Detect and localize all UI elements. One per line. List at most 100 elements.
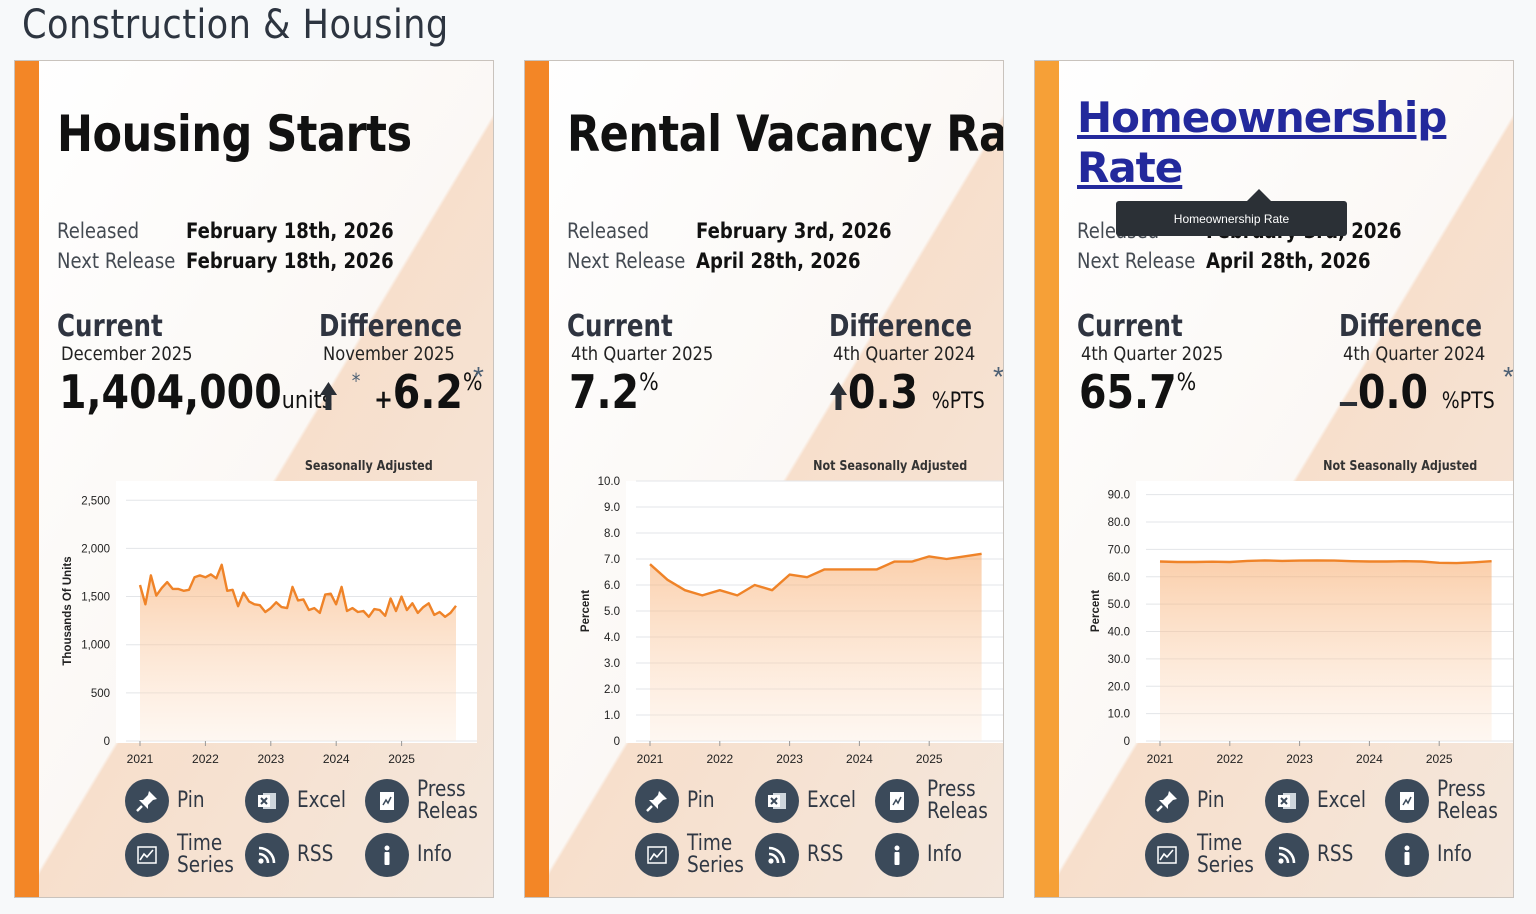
difference-value: 0.3 %PTS (829, 365, 985, 419)
y-tick-label: 5.0 (604, 606, 620, 618)
pin-button[interactable]: Pin (635, 779, 720, 823)
press-release-label-line: Releas (417, 799, 478, 824)
title-tooltip: Homeownership Rate (1116, 189, 1347, 236)
press-release-button[interactable]: Press Releas (875, 779, 999, 823)
excel-label-line: Excel (807, 788, 856, 813)
info-label-line: Info (417, 842, 452, 867)
y-tick-label: 3.0 (604, 658, 620, 670)
released-row: Released February 3rd, 2026 (567, 219, 892, 243)
press-release-icon (1385, 779, 1429, 823)
y-tick-label: 7.0 (604, 554, 620, 566)
arrow-up-icon (319, 382, 338, 410)
card-title[interactable]: Housing Starts (57, 105, 412, 163)
y-tick-label: 50.0 (1108, 599, 1130, 611)
difference-unit: % (462, 368, 483, 396)
x-tick-label: 2025 (1426, 752, 1453, 766)
time-series-button[interactable]: Time Series (125, 833, 245, 877)
footnote-star[interactable]: * (993, 361, 1004, 392)
card-title[interactable]: Rental Vacancy Rate (567, 105, 1004, 163)
time-series-button[interactable]: Time Series (1145, 833, 1265, 877)
y-tick-label: 500 (91, 688, 110, 700)
excel-button[interactable]: Excel (1265, 779, 1375, 823)
info-button[interactable]: Info (875, 833, 969, 877)
series-line (1159, 559, 1492, 565)
current-heading: Current (57, 309, 163, 344)
pin-button[interactable]: Pin (1145, 779, 1230, 823)
adjustment-label: Not Seasonally Adjusted (812, 459, 967, 474)
excel-button[interactable]: Excel (245, 779, 355, 823)
x-tick-label: 2025 (388, 752, 415, 766)
time-series-label-line: Time (1197, 831, 1243, 856)
press-release-icon (365, 779, 409, 823)
info-button[interactable]: Info (365, 833, 459, 877)
card-actions: Pin Excel Press Releas Time Series RSS Info (125, 779, 493, 897)
time-series-label-line: Time (177, 831, 223, 856)
pin-label: Pin (687, 790, 715, 812)
card-actions: Pin Excel Press Releas Time Series RSS Info (1145, 779, 1513, 897)
card-title-link[interactable]: Homeownership Rate (1077, 93, 1447, 192)
time-series-button[interactable]: Time Series (635, 833, 755, 877)
current-heading: Current (1077, 309, 1183, 344)
y-tick-label: 0 (104, 736, 110, 748)
next-release-row: Next Release February 18th, 2026 (57, 249, 394, 273)
current-heading: Current (567, 309, 673, 344)
current-period: 4th Quarter 2025 (1081, 343, 1224, 365)
chart-homeownership-rate: 0 10.0 20.0 30.0 40.0 50.0 60.0 70.0 80.0 90.0 202… (1090, 481, 1513, 766)
press-release-label-line: Press (927, 777, 976, 802)
x-tick-label: 2024 (323, 752, 350, 766)
difference-period: 4th Quarter 2024 (833, 343, 976, 365)
y-tick-label: 6.0 (604, 580, 620, 592)
rss-button[interactable]: RSS (755, 833, 850, 877)
difference-star: * (351, 369, 361, 393)
excel-button[interactable]: Excel (755, 779, 865, 823)
current-value-unit: % (1176, 368, 1197, 396)
info-button[interactable]: Info (1385, 833, 1479, 877)
arrow-up-icon (829, 382, 848, 410)
released-label: Released (567, 219, 650, 243)
current-value-number: 65.7 (1079, 365, 1177, 419)
press-release-label-line: Releas (1437, 799, 1498, 824)
excel-label-line: Excel (1317, 788, 1366, 813)
released-row: Released February 18th, 2026 (57, 219, 394, 243)
y-tick-label: 10.0 (598, 476, 620, 488)
excel-icon (245, 779, 289, 823)
footnote-star[interactable]: * (473, 361, 484, 392)
press-release-label-line: Press (1437, 777, 1486, 802)
y-tick-label: 1,500 (81, 592, 110, 604)
info-label-line: Info (927, 842, 962, 867)
difference-number: 6.2 (392, 365, 463, 419)
pin-label-line: Pin (687, 788, 715, 813)
excel-icon (1265, 779, 1309, 823)
press-release-button[interactable]: Press Releas (1385, 779, 1509, 823)
y-tick-label: 4.0 (604, 632, 620, 644)
rss-icon (245, 833, 289, 877)
rss-button[interactable]: RSS (245, 833, 340, 877)
next-release-row: Next Release April 28th, 2026 (567, 249, 861, 273)
current-period: 4th Quarter 2025 (571, 343, 714, 365)
rss-button[interactable]: RSS (1265, 833, 1360, 877)
info-icon (365, 833, 409, 877)
no-change-dash-icon (1339, 402, 1358, 406)
press-release-label-line: Releas (927, 799, 988, 824)
info-label: Info (417, 844, 452, 866)
pin-button[interactable]: Pin (125, 779, 210, 823)
released-date: February 18th, 2026 (186, 219, 394, 243)
x-tick-label: 2022 (1216, 752, 1243, 766)
y-tick-label: 9.0 (604, 502, 620, 514)
section-title: Construction & Housing (22, 2, 449, 48)
difference-value: 0.0 %PTS (1339, 365, 1495, 419)
info-icon (875, 833, 919, 877)
y-tick-label: 0 (614, 736, 620, 748)
y-tick-label: 20.0 (1108, 681, 1130, 693)
current-value-number: 7.2 (569, 365, 640, 419)
next-release-label: Next Release (57, 249, 176, 273)
time-series-label: Time Series (1197, 833, 1254, 877)
y-tick-label: 2.0 (604, 684, 620, 696)
y-tick-label: 2,000 (81, 543, 110, 555)
difference-period: November 2025 (323, 343, 455, 365)
next-release-date: April 28th, 2026 (1206, 249, 1371, 273)
press-release-button[interactable]: Press Releas (365, 779, 489, 823)
next-release-label: Next Release (1077, 249, 1196, 273)
footnote-star[interactable]: * (1503, 361, 1514, 392)
excel-icon (755, 779, 799, 823)
